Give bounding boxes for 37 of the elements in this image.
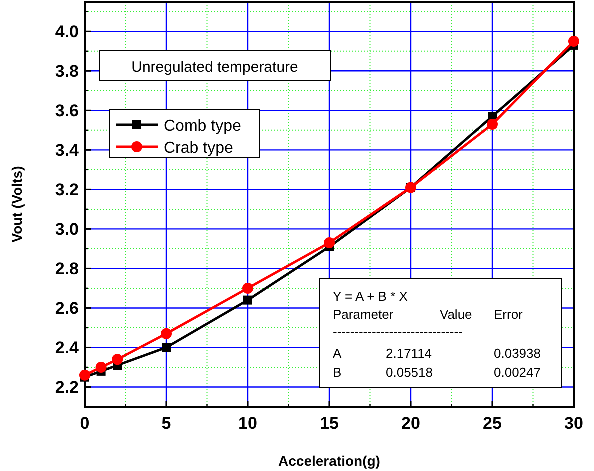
point (161, 328, 172, 340)
y-tick-label: 2.6 (55, 299, 79, 318)
x-tick-label: 10 (238, 414, 258, 433)
point (96, 362, 107, 373)
legend-label: Comb type (164, 118, 242, 135)
y-tick-label: 3.6 (55, 102, 79, 121)
x-axis-title: Acceleration(g) (278, 453, 380, 469)
x-tick-label: 5 (162, 414, 172, 433)
y-tick-label: 3.0 (55, 220, 79, 240)
y-tick-label: 4.0 (55, 22, 79, 42)
y-tick-label: 2.8 (55, 260, 79, 279)
point (324, 238, 335, 249)
point (80, 370, 90, 381)
legend-label: Crab type (164, 140, 234, 157)
x-tick-label: 20 (402, 414, 420, 433)
point (112, 354, 124, 366)
x-tick-label: 25 (483, 414, 502, 433)
point (487, 118, 498, 130)
y-tick-label: 3.8 (55, 62, 79, 82)
text: Parameter Value Error (333, 307, 523, 322)
y-axis-title: Vout (Volts) (9, 166, 25, 243)
text: B 0.05518 0.00247 (333, 365, 541, 380)
x-tick-label: 0 (80, 414, 90, 433)
annotation: ------------------------------ (333, 324, 463, 339)
y-tick-label: 2.2 (55, 378, 79, 398)
y-tick-label: 2.4 (55, 338, 80, 358)
x-tick-label: 15 (320, 414, 339, 433)
x-tick-label: 30 (564, 414, 584, 433)
y-tick-label: 3.2 (55, 180, 79, 200)
point (162, 343, 171, 352)
point (568, 36, 580, 48)
annotation: Unregulated temperature (132, 59, 298, 76)
y-tick-label: 3.4 (55, 141, 80, 160)
point (244, 296, 252, 305)
point (242, 282, 254, 294)
annotation: Y = A + B * X (333, 289, 408, 304)
text: A 2.17114 0.03938 (333, 346, 541, 361)
